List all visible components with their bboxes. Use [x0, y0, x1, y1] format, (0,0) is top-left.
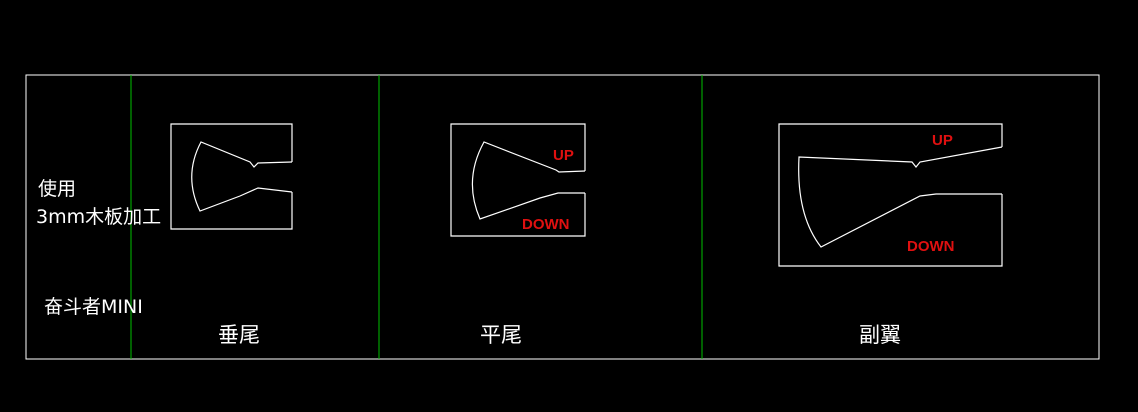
- aileron-down-label: DOWN: [907, 238, 955, 255]
- aileron-part: [778, 123, 1003, 267]
- horizontal-tail-down-label: DOWN: [522, 216, 570, 233]
- aileron-label: 副翼: [859, 323, 901, 347]
- horizontal-tail-part: [450, 123, 586, 237]
- vertical-tail-label: 垂尾: [218, 323, 260, 347]
- horizontal-tail-up-label: UP: [553, 147, 574, 164]
- aileron-up-label: UP: [932, 132, 953, 149]
- note-line-1: 使用: [38, 178, 76, 200]
- note-line-2: 3mm木板加工: [36, 206, 161, 228]
- vertical-tail-part: [170, 123, 293, 230]
- horizontal-tail-shape: [471, 141, 586, 220]
- vertical-tail-shape: [191, 141, 293, 212]
- aileron-shape: [798, 146, 1003, 248]
- drawing-frame: [25, 74, 1100, 360]
- aileron-stock-outline: [778, 123, 1003, 267]
- horizontal-tail-label: 平尾: [480, 323, 522, 347]
- model-name: 奋斗者MINI: [44, 296, 143, 318]
- horizontal-tail-stock-outline: [450, 123, 586, 237]
- vertical-tail-stock-outline: [170, 123, 293, 230]
